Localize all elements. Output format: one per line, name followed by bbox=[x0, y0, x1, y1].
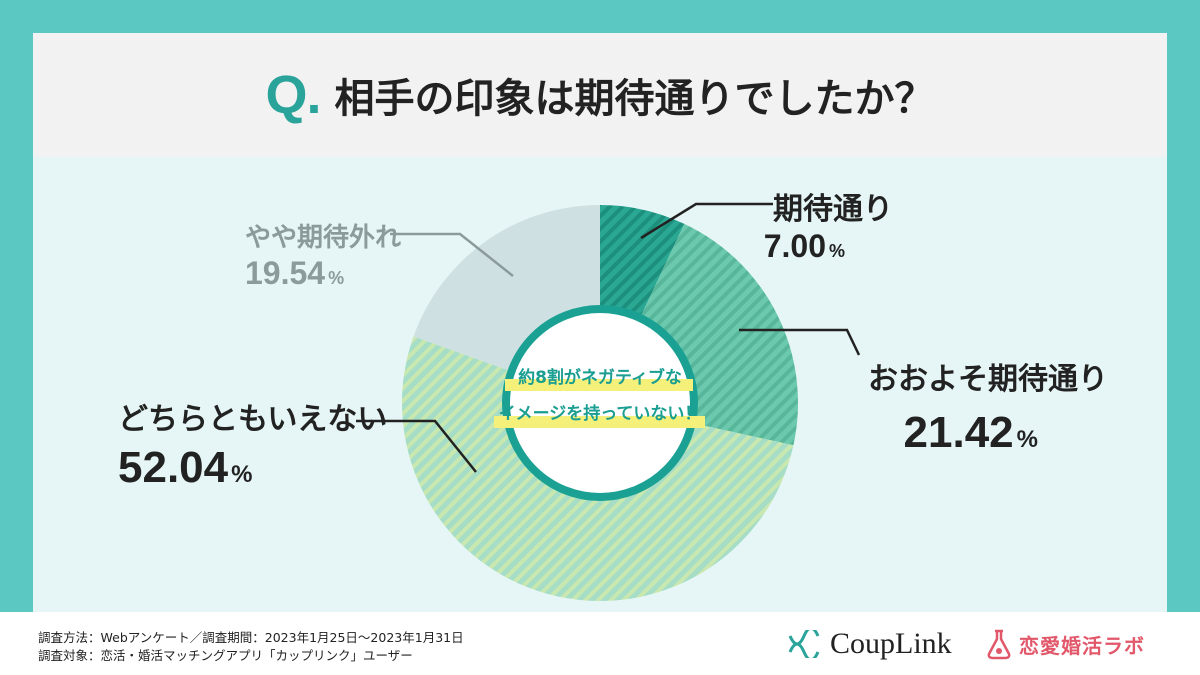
highlight-bar-2 bbox=[494, 416, 705, 428]
leader-line bbox=[356, 419, 477, 473]
survey-method-note: 調査方法：Webアンケート／調査期間：2023年1月25日〜2023年1月31日 bbox=[38, 630, 464, 645]
footer: 調査方法：Webアンケート／調査期間：2023年1月25日〜2023年1月31日… bbox=[0, 612, 1200, 675]
center-text-line1: 約8割がネガティブな bbox=[518, 367, 682, 388]
leader-line bbox=[390, 232, 514, 277]
chart-panel: 約8割がネガティブな イメージを持っていない！ 期待通り 7.00% おおよそ期待通… bbox=[33, 157, 1167, 612]
slice-value: 19.54% bbox=[245, 255, 344, 291]
couplink-helix-icon bbox=[788, 630, 820, 658]
leader-line bbox=[640, 202, 773, 240]
slice-value: 52.04% bbox=[118, 443, 252, 492]
couplink-logo: CoupLink bbox=[788, 626, 952, 662]
chart-title: Q. 相手の印象は期待通りでしたか？ bbox=[33, 33, 1167, 157]
donut-slice bbox=[600, 205, 685, 318]
highlight-bar-1 bbox=[505, 379, 693, 391]
survey-target-note: 調査対象：恋活・婚活マッチングアプリ「カップリンク」ユーザー bbox=[38, 648, 413, 663]
slice-value: 21.42% bbox=[904, 408, 1038, 457]
donut-slice bbox=[401, 336, 794, 602]
center-circle bbox=[502, 305, 698, 501]
question-mark-label: Q. bbox=[265, 65, 321, 125]
renai-konkatsu-lab-logo-text: 恋愛婚活ラボ bbox=[1019, 633, 1145, 658]
donut-slice bbox=[640, 223, 798, 446]
slice-value: 7.00% bbox=[764, 228, 845, 264]
slice-label: 期待通り bbox=[773, 192, 893, 227]
slice-label: やや期待外れ bbox=[245, 223, 401, 253]
slice-label: おおよそ期待通り bbox=[868, 362, 1108, 397]
donut-slice bbox=[413, 205, 600, 372]
title-band: Q. 相手の印象は期待通りでしたか？ bbox=[33, 33, 1167, 157]
leader-line bbox=[739, 328, 861, 356]
couplink-logo-text: CoupLink bbox=[830, 627, 952, 660]
slice-label: どちらともいえない bbox=[118, 402, 387, 437]
question-text: 相手の印象は期待通りでしたか？ bbox=[334, 76, 935, 122]
renai-konkatsu-lab-logo: 恋愛婚活ラボ bbox=[985, 626, 1145, 662]
flask-icon bbox=[987, 629, 1011, 660]
center-text-line2: イメージを持っていない！ bbox=[499, 403, 702, 424]
